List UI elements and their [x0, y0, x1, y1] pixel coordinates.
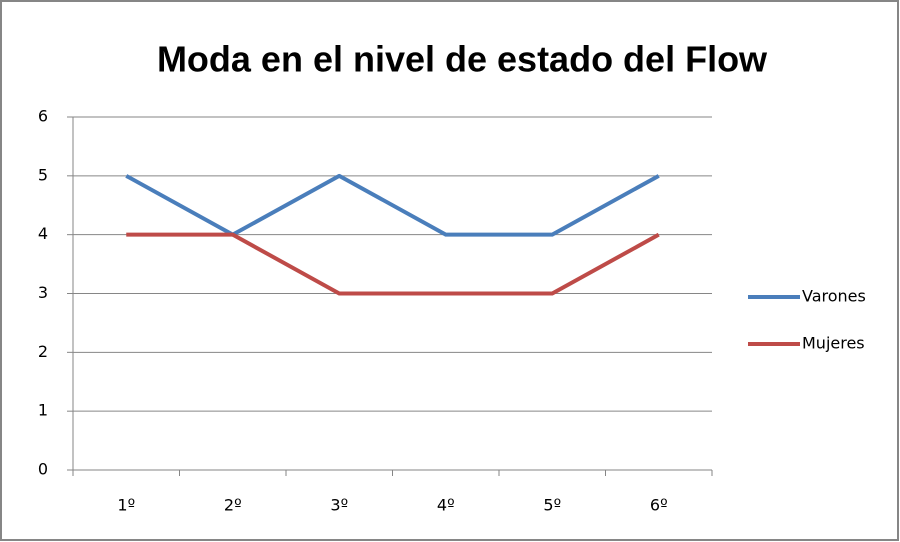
y-tick-label: 2 — [38, 342, 48, 361]
legend-label: Mujeres — [802, 334, 865, 353]
y-tick-label: 3 — [38, 283, 48, 302]
x-tick-label: 4º — [437, 496, 455, 515]
y-tick-label: 5 — [38, 165, 48, 184]
x-tick-label: 5º — [543, 496, 561, 515]
legend-label: Varones — [802, 287, 866, 306]
x-tick-label: 3º — [330, 496, 348, 515]
y-tick-label: 4 — [38, 224, 48, 243]
series-line — [125, 173, 660, 237]
series-line — [126, 232, 660, 296]
x-tick-label: 2º — [224, 496, 242, 515]
y-tick-label: 1 — [38, 401, 48, 420]
x-tick-label: 6º — [650, 496, 668, 515]
y-tick-label: 6 — [38, 107, 48, 126]
chart-title: Moda en el nivel de estado del Flow — [157, 39, 768, 80]
x-tick-label: 1º — [117, 496, 135, 515]
y-tick-label: 0 — [38, 460, 48, 479]
